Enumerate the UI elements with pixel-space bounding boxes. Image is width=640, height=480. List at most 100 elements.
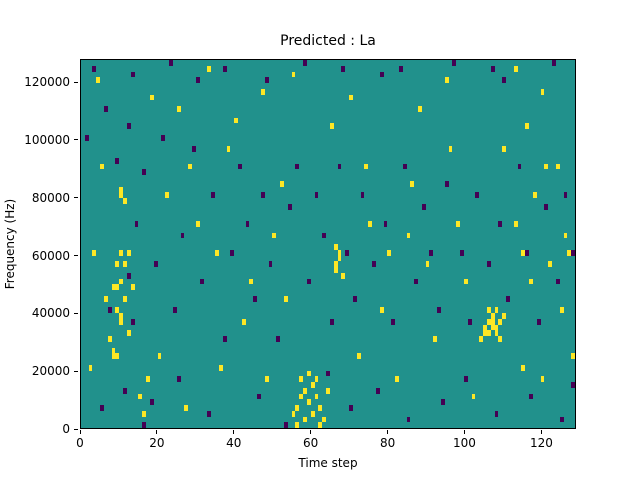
heatmap-cell-high (525, 123, 530, 129)
heatmap-cell-high (111, 353, 116, 359)
heatmap-cell-low (287, 203, 292, 210)
heatmap-cell-high (521, 364, 526, 371)
heatmap-cell-high (486, 307, 491, 313)
x-tick-mark (463, 430, 465, 434)
heatmap-cell-low (467, 318, 472, 325)
heatmap-cell-high (115, 307, 120, 313)
heatmap-cell-high (119, 313, 124, 319)
heatmap-cell-high (368, 221, 373, 227)
heatmap-cell-high (165, 192, 170, 198)
heatmap-cell-low (303, 60, 307, 66)
heatmap-cell-high (149, 94, 154, 101)
heatmap-cell-high (195, 221, 200, 227)
heatmap-cell-high (299, 393, 304, 400)
heatmap-cell-low (192, 146, 196, 152)
heatmap-cell-low (107, 307, 112, 313)
heatmap-cell-low (322, 232, 327, 239)
heatmap-cell-low (257, 393, 261, 400)
heatmap-cell-high (184, 405, 189, 411)
heatmap-cell-high (249, 278, 254, 285)
heatmap-cell-low (360, 192, 365, 198)
y-tick-mark (74, 255, 78, 257)
heatmap-cell-low (126, 123, 131, 129)
y-tick-mark (74, 312, 78, 314)
heatmap-cell-high (406, 232, 411, 239)
x-tick-label: 80 (379, 436, 396, 450)
x-tick-mark (310, 430, 312, 434)
heatmap-cell-high (502, 313, 507, 319)
heatmap-cell-high (540, 88, 545, 95)
y-axis-ticks: 0 20000 40000 60000 80000 100000 120000 (0, 59, 79, 436)
heatmap-cell-high (395, 376, 399, 382)
heatmap-cell-high (356, 353, 361, 359)
heatmap-cell-high (310, 382, 315, 388)
heatmap-cell-low (421, 203, 426, 210)
heatmap-cell-low (126, 272, 131, 279)
y-tick-mark (74, 139, 78, 141)
heatmap-cell-low (253, 295, 258, 302)
heatmap-cell-low (268, 261, 273, 267)
heatmap-cell-high (513, 221, 518, 227)
heatmap-cell-high (280, 180, 284, 187)
y-tick-label: 100000 (24, 132, 70, 147)
heatmap-cell-high (88, 364, 93, 371)
heatmap-cell-high (299, 376, 304, 382)
heatmap-cell-high (337, 255, 342, 262)
heatmap-cell-low (260, 192, 265, 198)
heatmap-cell-low (230, 249, 235, 256)
heatmap-cell-high (548, 261, 553, 267)
heatmap-cell-high (157, 353, 162, 359)
heatmap-cell-low (276, 336, 281, 342)
heatmap-cell-high (559, 307, 564, 313)
heatmap-cell-high (123, 295, 127, 302)
heatmap-cell-low (406, 416, 411, 423)
heatmap-cell-high (123, 261, 127, 267)
heatmap-cell-low (295, 163, 300, 170)
heatmap-cell-high (291, 71, 296, 78)
heatmap-cell-low (383, 221, 388, 227)
heatmap-cell-low (161, 134, 166, 141)
heatmap-cell-low (490, 65, 495, 72)
plot-area (80, 59, 576, 429)
heatmap-cell-high (486, 318, 491, 325)
x-tick-label: 0 (76, 436, 84, 450)
heatmap-cell-high (111, 284, 116, 290)
heatmap-cell-low (245, 221, 250, 227)
heatmap-cell-high (207, 65, 212, 72)
x-tick-mark (387, 430, 389, 434)
heatmap-cell-high (306, 370, 311, 377)
y-tick-label: 20000 (31, 364, 70, 379)
heatmap-cell-low (525, 249, 530, 256)
heatmap-cell-high (333, 267, 338, 273)
heatmap-cell-high (479, 336, 484, 342)
x-axis-ticks: 0 20 40 60 80 100 120 (76, 429, 576, 453)
heatmap-cell-low (555, 278, 560, 285)
heatmap-cell-high (326, 387, 330, 394)
heatmap-cell-high (123, 198, 127, 204)
heatmap-cell-low (341, 65, 346, 72)
heatmap-cell-high (425, 261, 430, 267)
heatmap-cell-high (494, 330, 499, 336)
heatmap-cell-high (126, 249, 131, 256)
heatmap-cell-high (333, 244, 338, 250)
heatmap-cell-high (486, 330, 491, 336)
heatmap-cell-low (559, 416, 564, 423)
x-tick-label: 20 (149, 436, 165, 450)
heatmap-cell-low (153, 261, 158, 267)
heatmap-cell-low (329, 318, 334, 325)
heatmap-cell-low (486, 261, 491, 267)
heatmap-cell-high (532, 192, 537, 198)
heatmap-cell-high (100, 163, 104, 170)
heatmap-cell-high (218, 364, 223, 371)
heatmap-cell-high (483, 330, 487, 336)
heatmap-cell-low (123, 387, 127, 394)
heatmap-cell-low (375, 387, 380, 394)
heatmap-cell-high (387, 249, 392, 256)
heatmap-cell-low (414, 278, 418, 285)
heatmap-cell-low (502, 77, 507, 83)
heatmap-cell-high (146, 376, 150, 382)
heatmap-cell-high (349, 94, 353, 101)
heatmap-cell-low (283, 422, 288, 428)
heatmap-cell-high (337, 249, 342, 256)
heatmap-cell-high (498, 318, 503, 325)
